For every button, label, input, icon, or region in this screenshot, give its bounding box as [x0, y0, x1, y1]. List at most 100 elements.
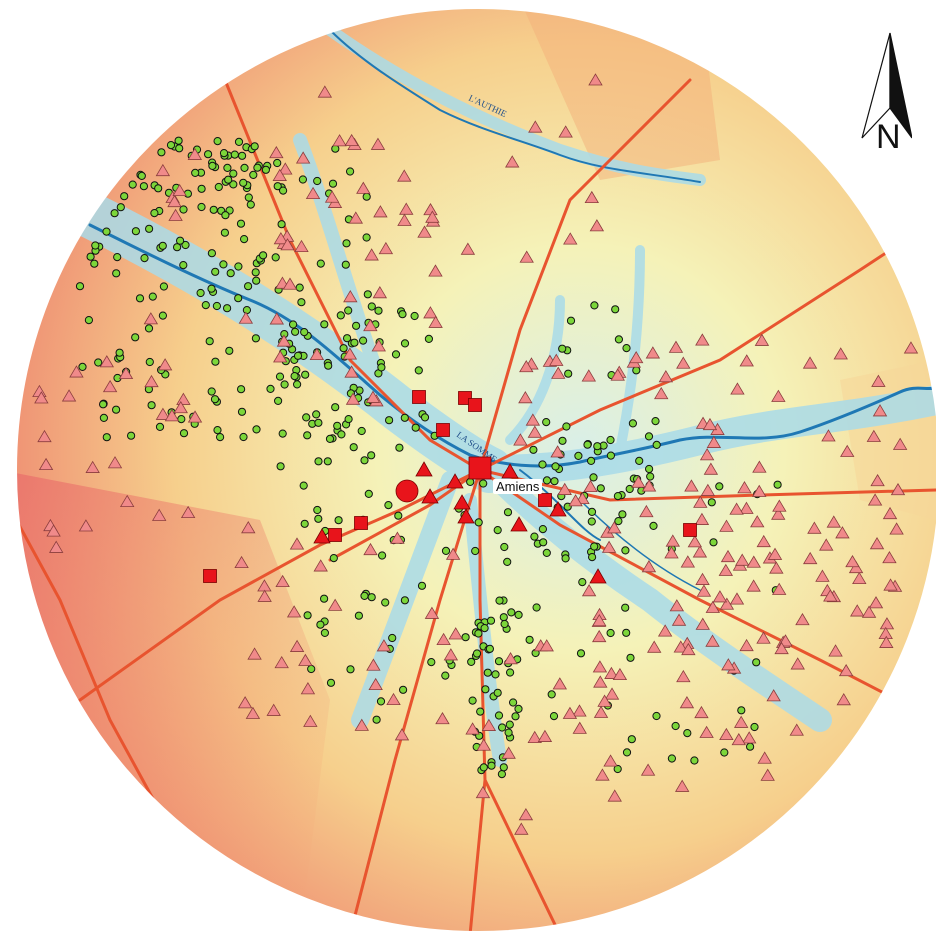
green-circle-site-icon	[621, 603, 630, 612]
red-site-layer	[203, 390, 697, 584]
green-circle-site-icon	[240, 163, 249, 172]
pink-triangle-site-icon	[176, 392, 191, 405]
pink-triangle-site-icon	[562, 706, 578, 719]
green-circle-site-icon	[221, 211, 230, 220]
pink-triangle-site-icon	[313, 559, 328, 572]
pink-triangle-site-icon	[460, 242, 476, 255]
green-circle-site-icon	[376, 697, 386, 706]
green-circle-site-icon	[219, 260, 228, 269]
green-circle-site-icon	[525, 635, 534, 644]
pink-triangle-site-icon	[694, 512, 710, 525]
pink-triangle-site-icon	[592, 660, 608, 673]
green-circle-site-icon	[549, 712, 559, 721]
red-triangle-site-icon	[453, 494, 471, 510]
green-circle-site-icon	[300, 328, 309, 337]
city-label-amiens: Amiens	[493, 479, 543, 494]
pink-triangle-site-icon	[604, 687, 620, 700]
green-circle-site-icon	[606, 628, 615, 638]
green-circle-site-icon	[514, 610, 523, 620]
pink-triangle-site-icon	[503, 652, 518, 665]
green-circle-site-icon	[499, 613, 508, 622]
green-circle-site-icon	[578, 578, 587, 587]
pink-triangle-site-icon	[366, 658, 381, 671]
green-circle-site-icon	[90, 259, 99, 268]
green-circle-site-icon	[590, 542, 599, 551]
pink-triangle-site-icon	[612, 667, 628, 681]
green-circle-site-icon	[493, 688, 502, 697]
pink-triangle-site-icon	[703, 462, 719, 475]
green-circle-site-icon	[506, 668, 515, 677]
pink-triangle-site-icon	[693, 495, 708, 508]
green-circle-site-icon	[511, 712, 520, 721]
green-circle-site-icon	[514, 704, 523, 714]
pink-triangle-site-icon	[519, 250, 534, 263]
green-circle-site-icon	[251, 334, 260, 343]
green-circle-site-icon	[360, 456, 369, 465]
green-site-layer	[75, 136, 782, 779]
pink-triangle-site-icon	[34, 391, 49, 404]
green-circle-site-icon	[278, 429, 287, 438]
green-circle-site-icon	[618, 510, 627, 519]
green-circle-site-icon	[314, 457, 323, 466]
green-circle-site-icon	[500, 542, 509, 552]
green-circle-site-icon	[246, 200, 255, 209]
pink-triangle-site-icon	[568, 494, 583, 507]
pink-triangle-site-icon	[610, 368, 625, 381]
pink-triangle-site-icon	[741, 731, 757, 744]
green-circle-site-icon	[622, 344, 631, 353]
green-circle-site-icon	[250, 142, 259, 151]
pink-triangle-site-icon	[187, 410, 203, 423]
green-circle-site-icon	[505, 720, 514, 729]
green-circle-site-icon	[303, 431, 312, 440]
pink-triangle-site-icon	[852, 571, 867, 584]
green-circle-site-icon	[417, 581, 427, 590]
green-circle-site-icon	[157, 148, 166, 157]
pink-triangle-site-icon	[679, 696, 695, 709]
pink-triangle-site-icon	[344, 133, 359, 147]
red-circle-site-icon	[395, 479, 419, 503]
green-circle-site-icon	[388, 633, 397, 643]
pink-triangle-site-icon	[552, 677, 568, 690]
green-circle-site-icon	[239, 178, 248, 187]
pink-triangle-site-icon	[815, 569, 830, 582]
green-circle-site-icon	[474, 629, 483, 638]
pink-triangle-site-icon	[673, 640, 688, 653]
pink-triangle-site-icon	[595, 768, 610, 781]
pink-triangle-site-icon	[872, 404, 888, 417]
green-circle-site-icon	[646, 472, 655, 481]
pink-triangle-site-icon	[601, 540, 617, 553]
green-circle-site-icon	[507, 608, 516, 617]
pink-triangle-site-icon	[890, 482, 906, 496]
green-circle-site-icon	[219, 149, 229, 158]
green-circle-site-icon	[298, 175, 307, 184]
green-circle-site-icon	[224, 175, 233, 184]
pink-triangle-site-icon	[294, 239, 309, 253]
green-circle-site-icon	[240, 235, 249, 244]
green-circle-site-icon	[239, 432, 248, 442]
green-circle-site-icon	[293, 351, 303, 360]
pink-triangle-site-icon	[771, 582, 787, 595]
green-circle-site-icon	[391, 350, 401, 359]
green-circle-site-icon	[352, 321, 361, 330]
green-circle-site-icon	[226, 269, 235, 278]
green-circle-site-icon	[349, 443, 358, 452]
pink-triangle-site-icon	[280, 238, 295, 251]
pink-triangle-site-icon	[394, 728, 410, 741]
pink-triangle-site-icon	[729, 592, 745, 605]
pink-triangle-site-icon	[372, 286, 388, 299]
pink-triangle-site-icon	[364, 248, 379, 261]
pink-triangle-site-icon	[593, 675, 608, 688]
green-circle-site-icon	[606, 435, 615, 445]
green-circle-site-icon	[197, 202, 206, 212]
green-circle-site-icon	[503, 508, 513, 517]
pink-triangle-site-icon	[332, 134, 347, 147]
pink-triangle-site-icon	[397, 169, 412, 182]
pink-triangle-site-icon	[752, 484, 767, 497]
green-circle-site-icon	[223, 304, 232, 313]
green-circle-site-icon	[179, 429, 189, 438]
green-circle-site-icon	[135, 294, 145, 303]
green-circle-site-icon	[252, 425, 261, 434]
green-circle-site-icon	[207, 284, 216, 293]
pink-triangle-site-icon	[641, 479, 657, 492]
pink-triangle-site-icon	[305, 186, 321, 200]
